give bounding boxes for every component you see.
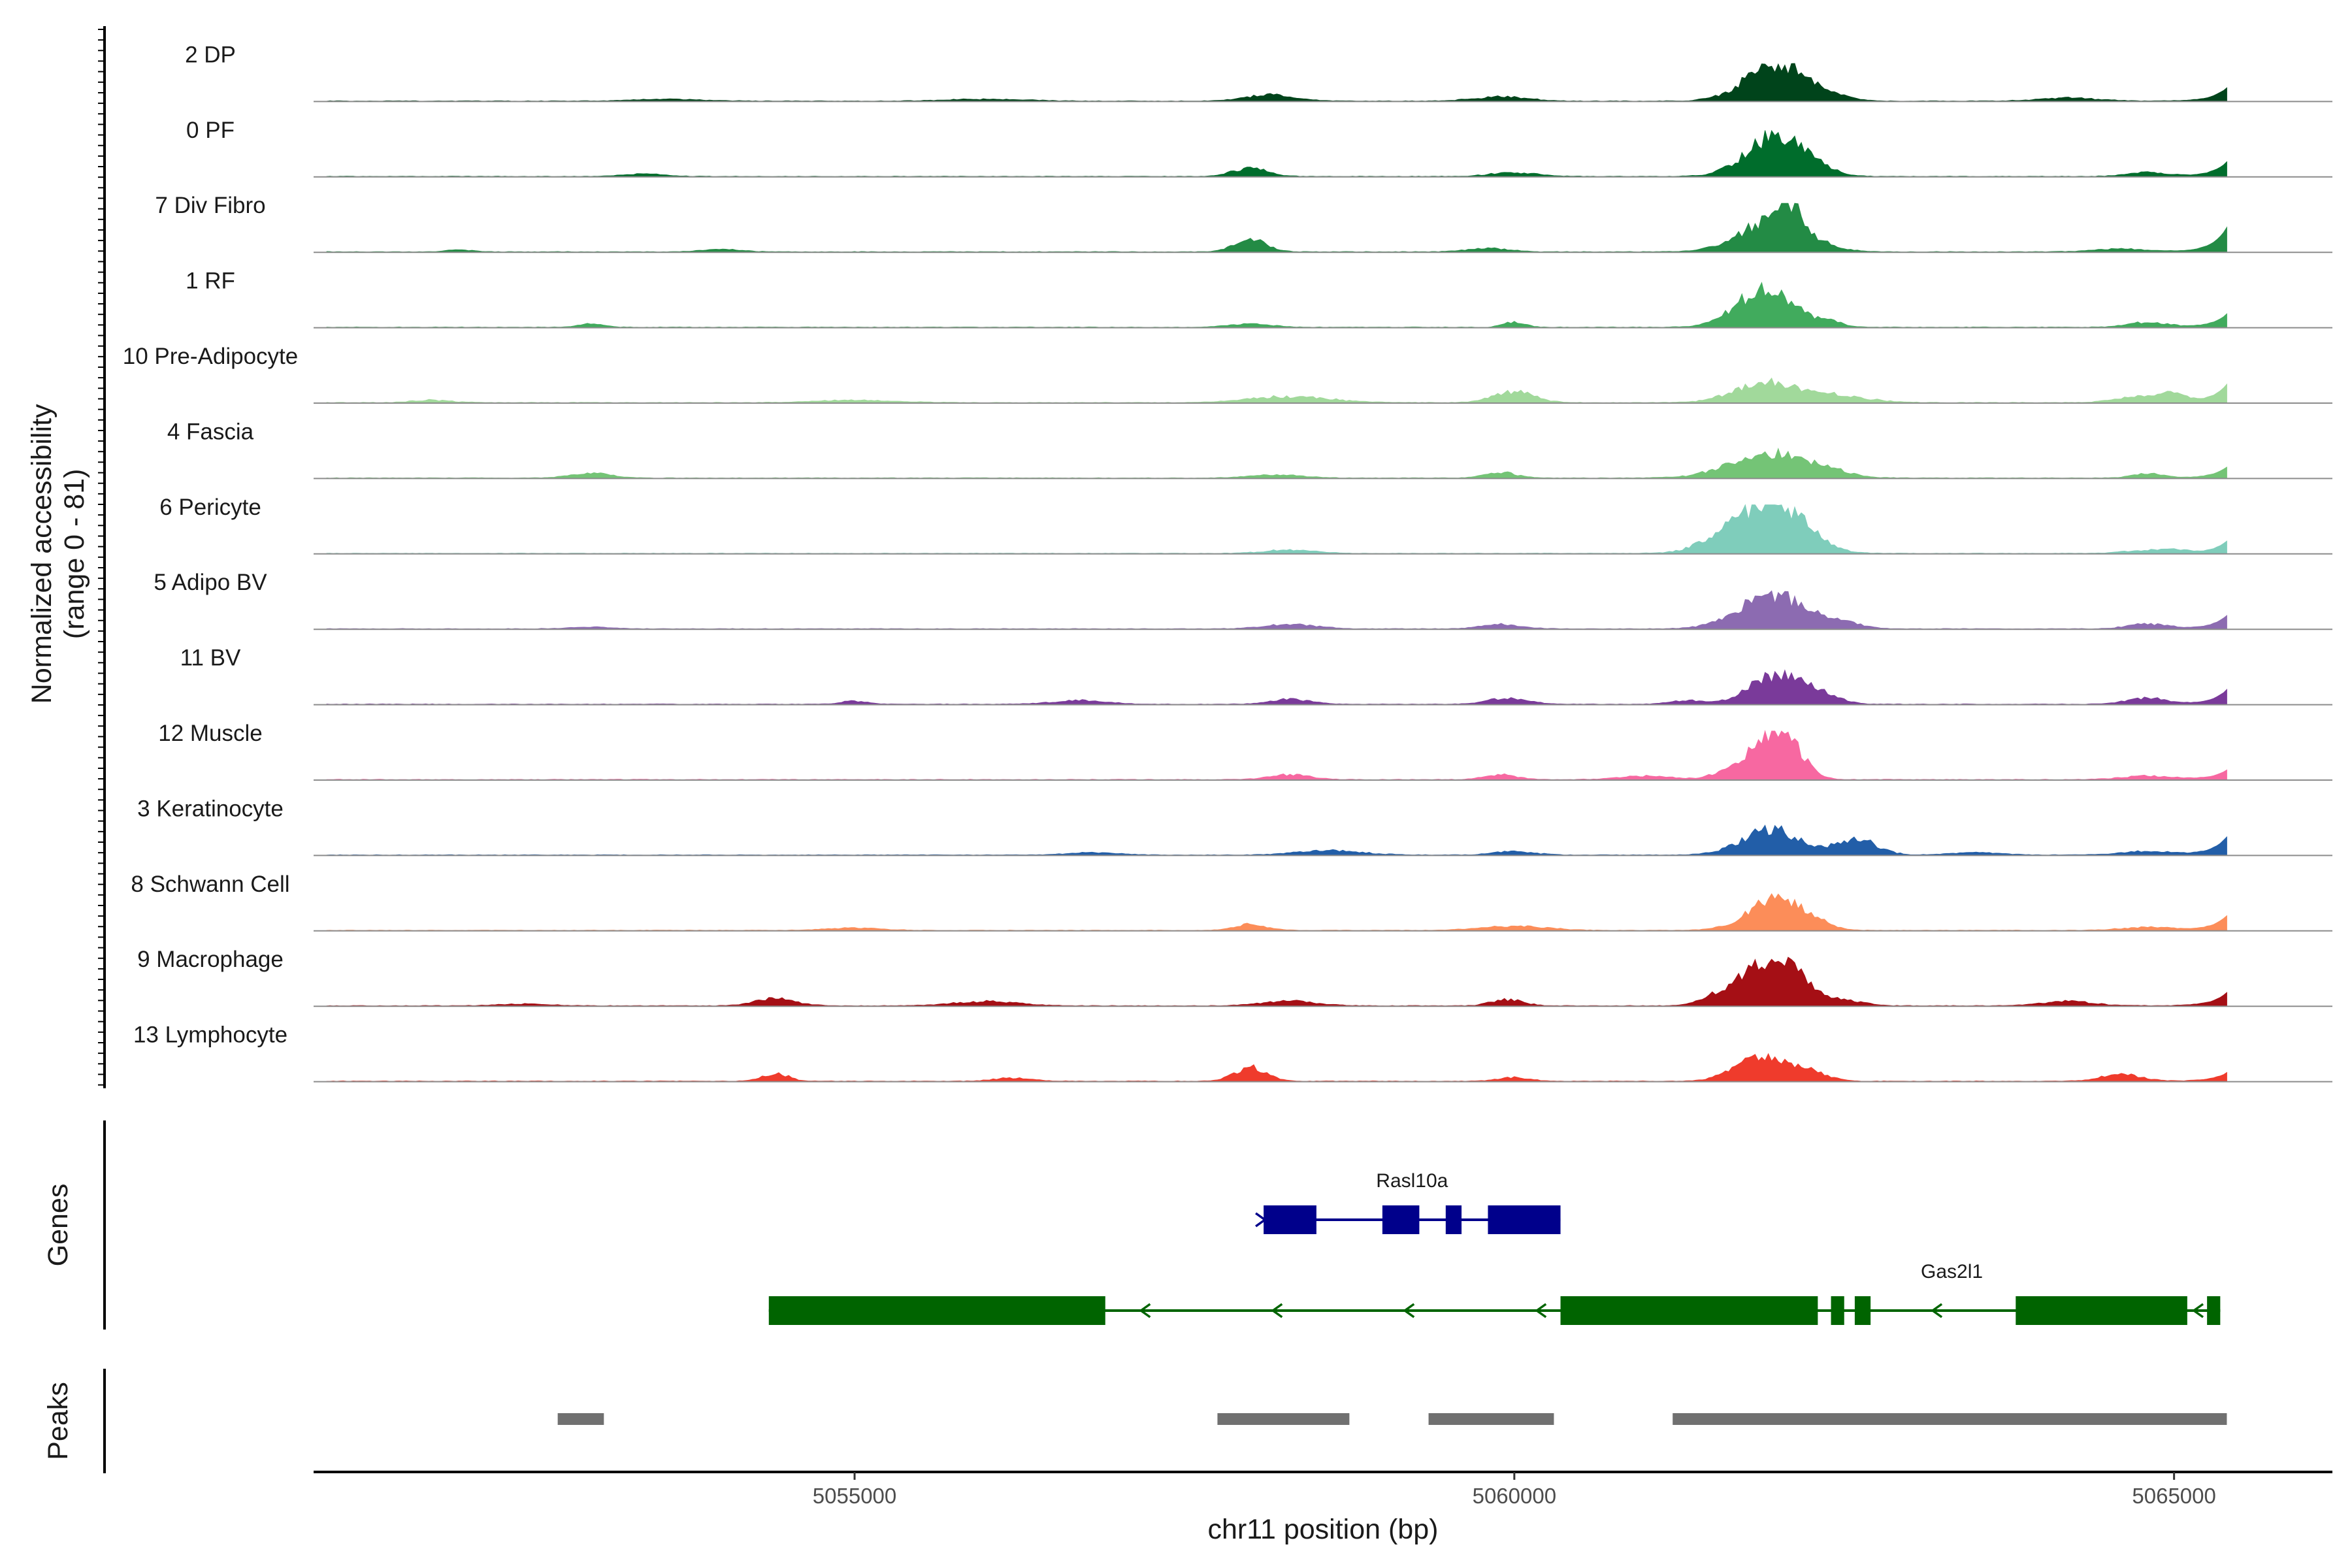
coverage-area (326, 893, 2227, 932)
peaks-track-label: Peaks (42, 1382, 74, 1460)
coverage-area (326, 504, 2227, 555)
track-14: 13 Lymphocyte (133, 1022, 2332, 1083)
coverage-area (326, 203, 2227, 253)
y-axis-title: Normalized accessibility (26, 404, 57, 704)
gene-exon (2016, 1296, 2187, 1325)
strand-arrow (1403, 1303, 1415, 1318)
track-label: 10 Pre-Adipocyte (123, 344, 298, 369)
strand-arrow (2191, 1303, 2204, 1318)
strand-arrow (1139, 1303, 1151, 1318)
coverage-area (326, 129, 2227, 178)
coverage-area (326, 669, 2227, 706)
coverage-area (326, 825, 2227, 856)
x-tick-label: 5055000 (813, 1484, 896, 1508)
gene-exon (1488, 1205, 1561, 1234)
track-2: 0 PF (186, 118, 2332, 178)
track-3: 7 Div Fibro (155, 193, 2332, 253)
track-label: 3 Keratinocyte (137, 796, 284, 821)
track-6: 4 Fascia (167, 419, 2332, 480)
track-label: 6 Pericyte (159, 495, 261, 520)
track-label: 5 Adipo BV (154, 570, 267, 595)
coverage-area (326, 377, 2227, 404)
gene-gas2l1: Gas2l1 (768, 1261, 2221, 1325)
gene-rasl10a: Rasl10a (1255, 1170, 1561, 1234)
track-label: 1 RF (186, 269, 235, 294)
peak-interval (1428, 1413, 1554, 1425)
track-11: 3 Keratinocyte (137, 796, 2332, 857)
coverage-tracks: 2 DP 0 PF 7 Div Fibro 1 RF 10 Pre-Adipocyte 4… (123, 42, 2332, 1083)
track-13: 9 Macrophage (137, 947, 2332, 1007)
y-axis: Normalized accessibility (range 0 - 81) (26, 26, 106, 1088)
coverage-area (326, 956, 2227, 1007)
track-7: 6 Pericyte (159, 495, 2332, 555)
x-axis-ticks: 5055000 5060000 5065000 (813, 1472, 2216, 1508)
peak-interval (1217, 1413, 1350, 1425)
x-tick-label: 5060000 (1473, 1484, 1556, 1508)
track-label: 11 BV (180, 645, 241, 671)
track-label: 9 Macrophage (137, 947, 284, 972)
coverage-area (326, 282, 2227, 329)
track-label: 4 Fascia (167, 419, 254, 444)
track-label: 0 PF (186, 118, 235, 143)
track-4: 1 RF (186, 269, 2332, 329)
track-10: 12 Muscle (158, 721, 2332, 781)
track-label: 2 DP (185, 42, 236, 67)
coverage-area (326, 1053, 2227, 1083)
coverage-area (326, 63, 2227, 102)
peak-interval (1673, 1413, 2227, 1425)
strand-arrow (1535, 1303, 1547, 1318)
y-axis-range: (range 0 - 81) (59, 469, 90, 640)
gene-exon (1264, 1205, 1316, 1234)
coverage-area (326, 448, 2227, 479)
track-label: 12 Muscle (158, 721, 263, 746)
peaks-panel: Peaks (42, 1369, 2227, 1473)
gene-name: Gas2l1 (1921, 1261, 1983, 1282)
track-5: 10 Pre-Adipocyte (123, 344, 2332, 404)
track-9: 11 BV (180, 645, 2332, 706)
coverage-area (326, 730, 2227, 781)
gene-exon (1854, 1296, 1871, 1325)
gene-exon (1382, 1205, 1420, 1234)
strand-arrow (1255, 1212, 1267, 1228)
gene-name: Rasl10a (1376, 1170, 1448, 1192)
strand-arrow (1931, 1303, 1943, 1318)
track-1: 2 DP (185, 42, 2332, 103)
track-8: 5 Adipo BV (154, 570, 2332, 630)
strand-arrow (1271, 1303, 1283, 1318)
track-label: 13 Lymphocyte (133, 1022, 287, 1048)
gene-models: Rasl10a Gas2l1 (768, 1170, 2221, 1325)
gene-exon (1560, 1296, 1818, 1325)
genes-track-label: Genes (42, 1184, 74, 1267)
track-12: 8 Schwann Cell (131, 872, 2332, 932)
track-label: 8 Schwann Cell (131, 872, 289, 897)
peak-intervals (557, 1413, 2227, 1425)
y-axis-ticks (98, 29, 105, 1086)
track-label: 7 Div Fibro (155, 193, 265, 218)
x-axis: 5055000 5060000 5065000 chr11 position (bp… (314, 1471, 2332, 1545)
x-tick-label: 5065000 (2132, 1484, 2215, 1508)
genes-panel: Genes Rasl10a Gas2l1 (42, 1120, 2221, 1330)
coverage-area (326, 590, 2227, 630)
peak-interval (557, 1413, 604, 1425)
gene-exon (768, 1296, 1105, 1325)
gene-exon (1831, 1296, 1844, 1325)
gene-exon (1445, 1205, 1462, 1234)
x-axis-title: chr11 position (bp) (1208, 1514, 1439, 1545)
gene-exon (2207, 1296, 2221, 1325)
